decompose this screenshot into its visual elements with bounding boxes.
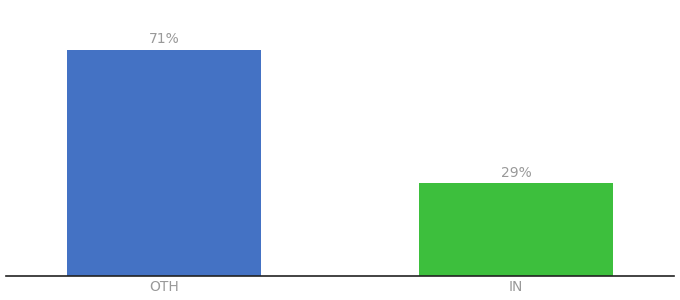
Text: 29%: 29% xyxy=(500,166,531,180)
Text: 71%: 71% xyxy=(149,32,180,46)
Bar xyxy=(419,184,613,276)
Bar xyxy=(67,50,261,276)
